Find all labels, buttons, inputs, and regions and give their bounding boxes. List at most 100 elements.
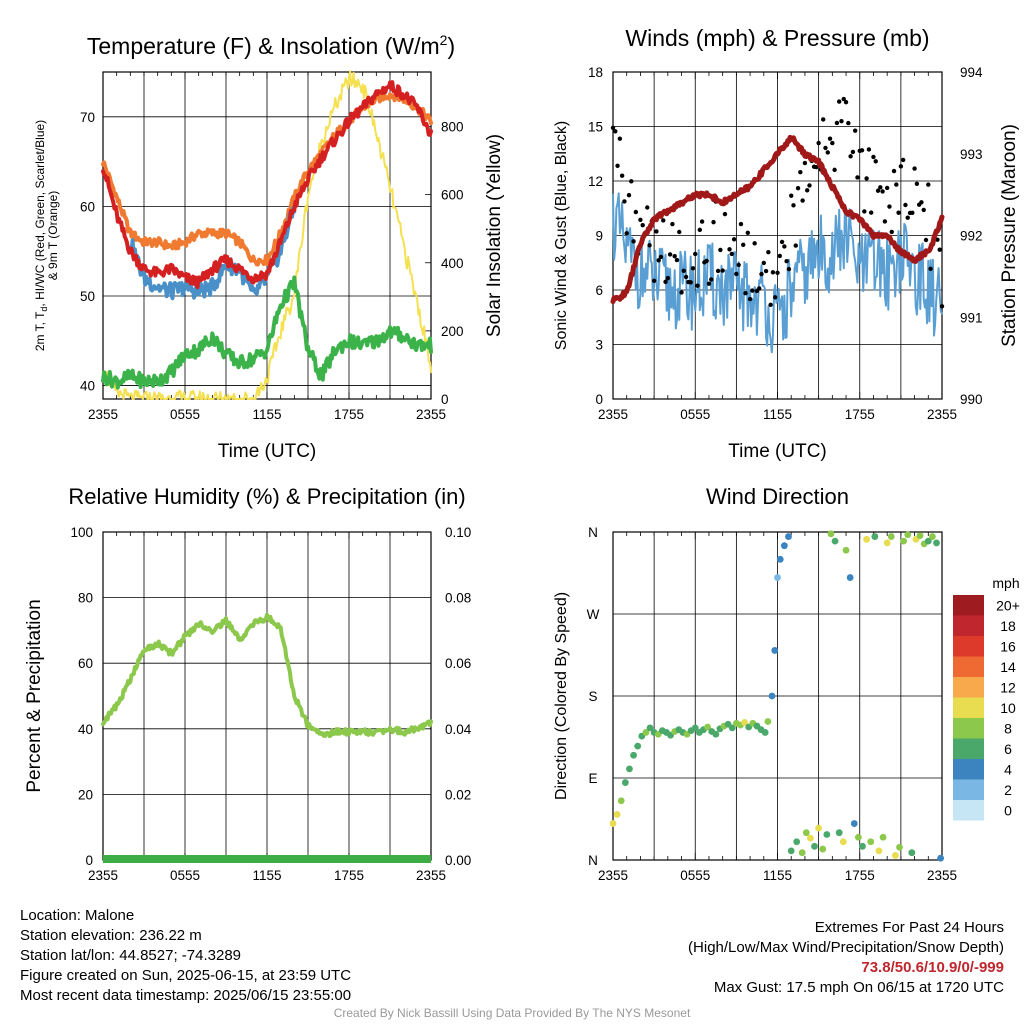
y-tick-label: E [588,771,597,786]
y2-tick-label: 0.08 [445,591,471,606]
extremes-block: Extremes For Past 24 Hours (High/Low/Max… [688,918,1004,998]
direction-point [831,537,839,545]
direction-point [646,724,654,732]
direction-point [879,833,887,841]
y-tick-label: W [587,607,600,622]
y-tick-label: 15 [588,120,603,135]
gust-point [626,193,632,198]
gust-point [786,266,792,272]
y-tick-label: 40 [80,379,95,394]
gust-point [747,296,753,302]
x-tick-label: 2355 [598,407,628,422]
direction-point [871,533,879,540]
direction-point [802,829,810,837]
legend-swatch [953,800,984,821]
direction-point [859,842,866,850]
gust-point [677,229,682,235]
y-label-subscript: d [39,307,49,312]
direction-point [827,530,835,538]
gust-point [937,247,942,252]
extremes-values: 73.8/50.6/10.9/0/-999 [861,959,1004,976]
y-axis-label: 2m T, Td, HI/WC (Red, Green, Scarlet/Blu… [33,120,49,351]
direction-point [691,724,699,732]
legend-label: 18 [1000,618,1016,634]
gust-point [848,154,853,159]
direction-point [883,539,891,547]
direction-point [887,533,895,540]
gust-point [683,274,689,280]
gust-point [699,219,705,224]
gust-point [866,147,872,152]
direction-point [634,742,642,750]
panel-3-axes: 2355 0555 1155 1755 23550204060801000.000.02… [24,484,472,883]
gust-point [855,175,860,180]
gust-point [775,270,780,275]
gust-point [939,304,945,309]
gust-point [709,277,714,282]
gust-point [727,247,732,252]
x-tick-label: 1155 [252,868,281,883]
direction-point [937,854,945,862]
gust-point [734,271,739,277]
direction-point [642,729,650,736]
y-tick-label: 0 [595,392,603,407]
legend-label: 16 [1000,638,1016,654]
direction-point [900,537,908,545]
direction-point [630,751,637,759]
gust-point [697,227,703,233]
direction-point [704,723,711,731]
legend-swatch [953,697,984,718]
direction-point [728,724,736,732]
legend-swatch [953,718,984,739]
gust-point [654,229,659,234]
gust-point [752,241,757,246]
gust-point [834,120,840,126]
direction-point [846,574,854,581]
x-tick-label: 0555 [680,868,710,883]
gust-point [720,268,725,273]
y2-tick-label: 0.04 [445,722,472,737]
gust-point [770,270,776,275]
x-tick-label: 1755 [334,868,364,883]
direction-point [609,820,617,827]
y-axis-label-group: Percent & Precipitation [24,599,45,792]
direction-point [815,824,823,832]
direction-point [787,847,795,855]
y-tick-label: 60 [78,656,93,671]
gust-point [715,268,721,274]
gust-point [832,167,837,173]
y-tick-label: 18 [588,65,603,80]
y-axis-label-line2: & 9m T (Orange) [46,191,60,281]
direction-point [626,765,633,773]
gust-point [894,182,899,187]
legend-swatch [953,636,984,657]
direction-point [839,838,847,846]
gust-point [658,254,664,260]
chart-title: Winds (mph) & Pressure (mb) [625,25,929,51]
y2-axis-label-group: Station Pressure (Maroon) [999,124,1020,347]
gust-point [615,163,620,168]
y-tick-label: 12 [588,174,603,189]
x-tick-label: 0555 [680,407,710,422]
gust-point [731,237,737,242]
max-gust: Max Gust: 17.5 mph On 06/15 at 1720 UTC [713,979,1004,996]
gust-point [647,243,652,248]
x-tick-label: 2355 [416,407,446,422]
gust-point [763,268,769,274]
y-axis-label-group: Direction (Colored By Speed) [553,592,570,800]
y2-tick-label: 990 [960,392,983,407]
y-tick-label: 0 [85,853,93,868]
gust-point [729,251,735,257]
x-tick-label: 1755 [334,407,364,422]
gust-point [871,154,876,160]
gust-point [880,189,885,194]
direction-point [933,539,940,547]
y2-axis-label-group: Solar Insolation (Yellow) [484,134,505,337]
gust-point [823,145,828,151]
direction-point [924,537,932,545]
legend-label: 12 [1000,679,1016,695]
y-tick-label: 9 [595,229,603,244]
gust-point [884,185,890,191]
